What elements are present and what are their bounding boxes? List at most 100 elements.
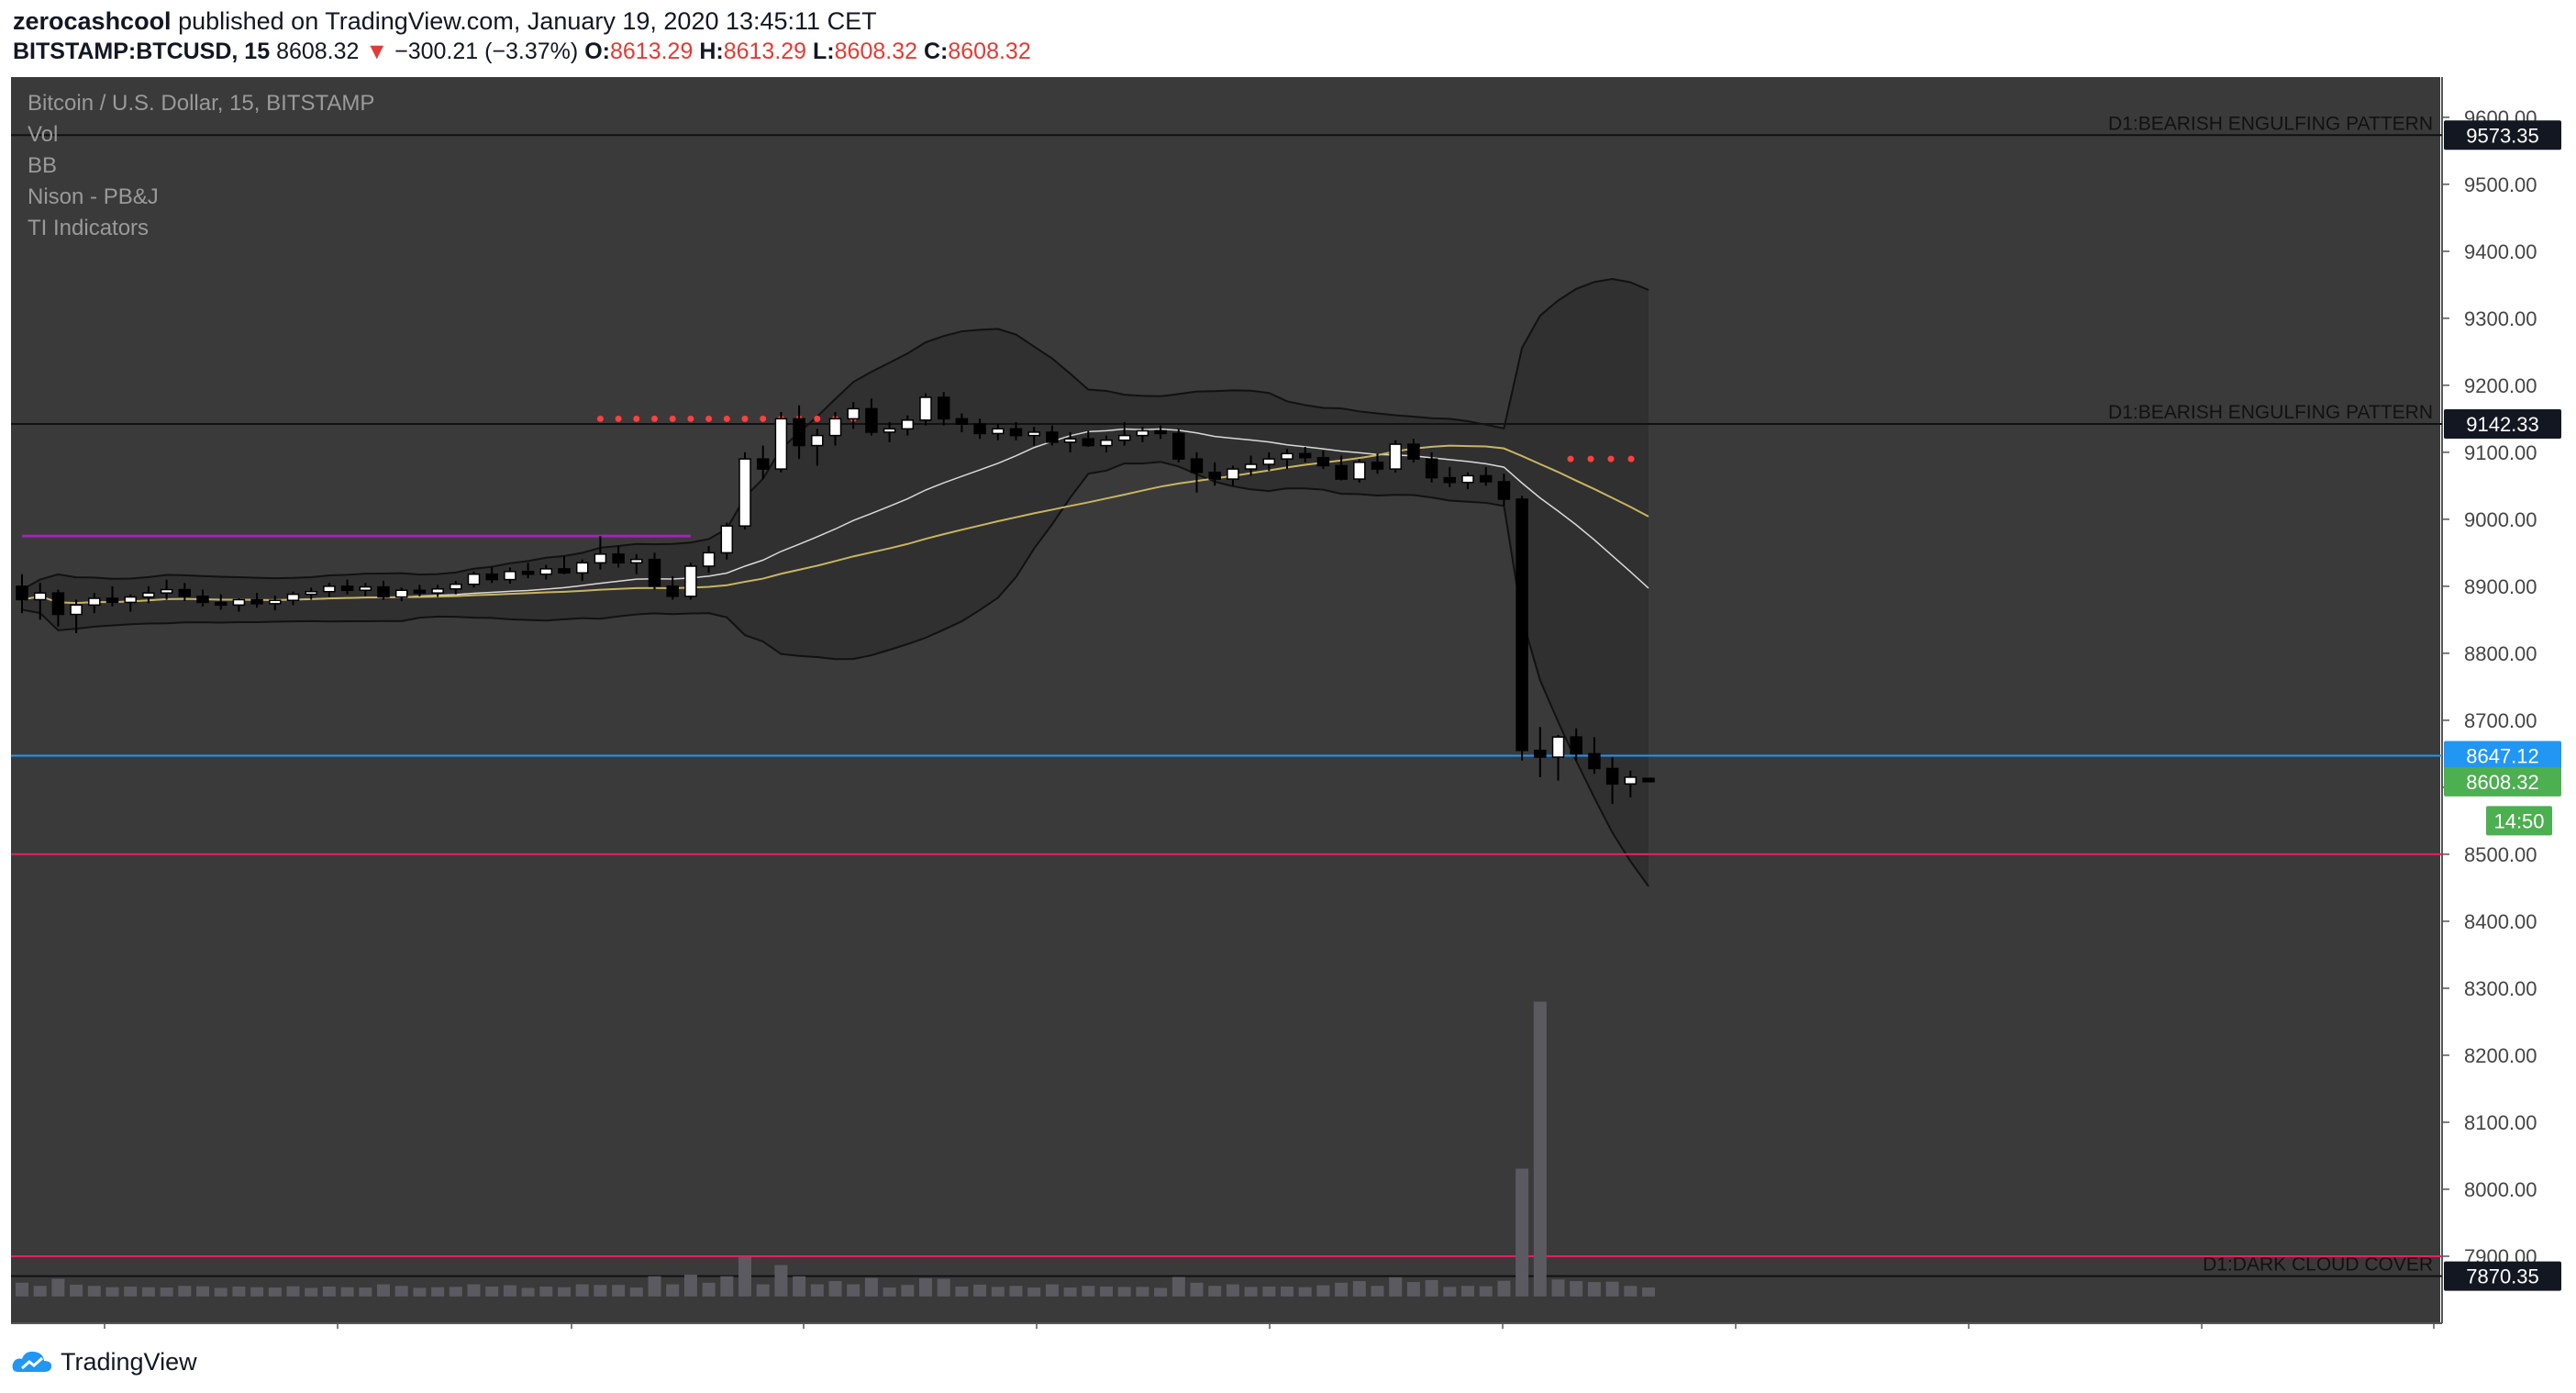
candle-up <box>1100 439 1113 447</box>
y-tick-label: 8100.00 <box>2464 1111 2537 1134</box>
candle-down <box>865 407 878 433</box>
volume-bar <box>864 1277 878 1297</box>
candle-down <box>1407 443 1420 460</box>
volume-bar <box>1335 1282 1349 1297</box>
candle-up <box>901 419 915 430</box>
candle-up <box>33 592 47 601</box>
volume-bar <box>16 1282 28 1297</box>
volume-bar <box>160 1287 173 1297</box>
volume-bar <box>141 1287 155 1297</box>
volume-bar <box>196 1286 209 1297</box>
bb-lower-line <box>21 461 1649 887</box>
candle-up <box>630 558 643 564</box>
candle-down <box>1371 462 1384 470</box>
candle-down <box>955 418 969 425</box>
volume-bar <box>1316 1285 1330 1297</box>
price-chart[interactable]: 7900.008000.008100.008200.008300.008400.… <box>11 77 2565 1329</box>
published-text: published on TradingView.com, January 19… <box>178 7 877 35</box>
volume-bar <box>1533 1001 1547 1297</box>
volume-bar <box>720 1276 734 1297</box>
tradingview-logo[interactable]: TradingView <box>11 1343 197 1380</box>
volume-bar <box>847 1284 861 1297</box>
bb-upper-line <box>21 278 1649 591</box>
volume-bar <box>683 1275 697 1297</box>
volume-bar <box>973 1284 987 1297</box>
price-tag-label: 9573.35 <box>2466 124 2539 147</box>
volume-bar <box>485 1286 499 1297</box>
y-tick-label: 8500.00 <box>2464 843 2537 866</box>
candle-up <box>1244 463 1258 470</box>
resistance-dot <box>633 415 640 422</box>
candle-up <box>738 458 751 527</box>
author-name[interactable]: zerocashcool <box>13 7 172 35</box>
candle-down <box>1298 452 1312 459</box>
volume-bar <box>1371 1286 1384 1297</box>
symbol: BITSTAMP:BTCUSD, 15 <box>13 39 271 64</box>
candle-up <box>539 568 553 575</box>
candle-down <box>413 589 427 594</box>
candle-down <box>1642 777 1655 783</box>
candle-up <box>594 553 607 564</box>
candle-down <box>1082 438 1095 447</box>
volume-bar <box>1244 1287 1258 1297</box>
volume-bar <box>232 1286 246 1297</box>
volume-bar <box>467 1284 481 1297</box>
plot-background <box>11 77 2440 1323</box>
volume-bar <box>901 1285 915 1297</box>
volume-bar <box>1497 1280 1511 1297</box>
candle-down <box>1534 750 1547 758</box>
volume-bar <box>105 1287 119 1297</box>
volume-bar <box>1045 1284 1059 1297</box>
candle-up <box>232 598 246 607</box>
volume-bar <box>359 1287 372 1297</box>
volume-bar <box>178 1286 192 1297</box>
candle-down <box>1497 481 1511 500</box>
candle-down <box>51 592 65 616</box>
volume-bar <box>1443 1287 1457 1297</box>
y-tick-label: 8000.00 <box>2464 1178 2537 1201</box>
y-tick-label: 9400.00 <box>2464 240 2537 263</box>
volume-bar <box>1425 1279 1438 1297</box>
resistance-dot <box>723 415 730 422</box>
candle-down <box>1570 736 1582 755</box>
volume-bar <box>955 1286 969 1297</box>
volume-bar <box>828 1281 842 1297</box>
y-tick-label: 8700.00 <box>2464 709 2537 732</box>
volume-bar <box>1171 1276 1185 1297</box>
volume-bar <box>340 1287 354 1297</box>
high-label: H: <box>699 39 724 64</box>
price-tag <box>2444 120 2561 150</box>
candle-down <box>1605 767 1619 786</box>
candle-down <box>1046 431 1059 443</box>
candle-up <box>305 590 317 596</box>
volume-bar <box>322 1286 336 1297</box>
candle-up <box>702 552 716 567</box>
volume-bar <box>1298 1287 1312 1297</box>
candle-up <box>919 396 932 421</box>
resistance-dot <box>814 415 821 422</box>
volume-bar <box>919 1277 932 1297</box>
volume-bar <box>305 1287 318 1297</box>
volume-bar <box>558 1287 571 1297</box>
volume-bar <box>1262 1286 1276 1297</box>
candle-up <box>1027 431 1040 437</box>
candle-up <box>286 593 300 601</box>
candle-down <box>105 597 119 604</box>
resistance-dot <box>1607 455 1615 462</box>
candle-down <box>1208 472 1221 480</box>
candle-up <box>575 562 589 574</box>
price-change: −300.21 (−3.37%) <box>394 39 579 64</box>
candle-up <box>269 599 282 605</box>
candle-down <box>1172 432 1185 460</box>
candle-up <box>828 418 842 437</box>
candle-up <box>160 588 173 594</box>
close-value: 8608.32 <box>948 39 1031 64</box>
resistance-dot <box>1627 455 1635 462</box>
y-tick-label: 9000.00 <box>2464 508 2537 531</box>
candle-up <box>1117 434 1131 441</box>
resistance-dot <box>1567 455 1574 462</box>
volume-bar <box>1082 1286 1095 1297</box>
volume-bar <box>33 1286 47 1297</box>
candle-up <box>1063 438 1077 443</box>
volume-bar <box>394 1286 408 1297</box>
